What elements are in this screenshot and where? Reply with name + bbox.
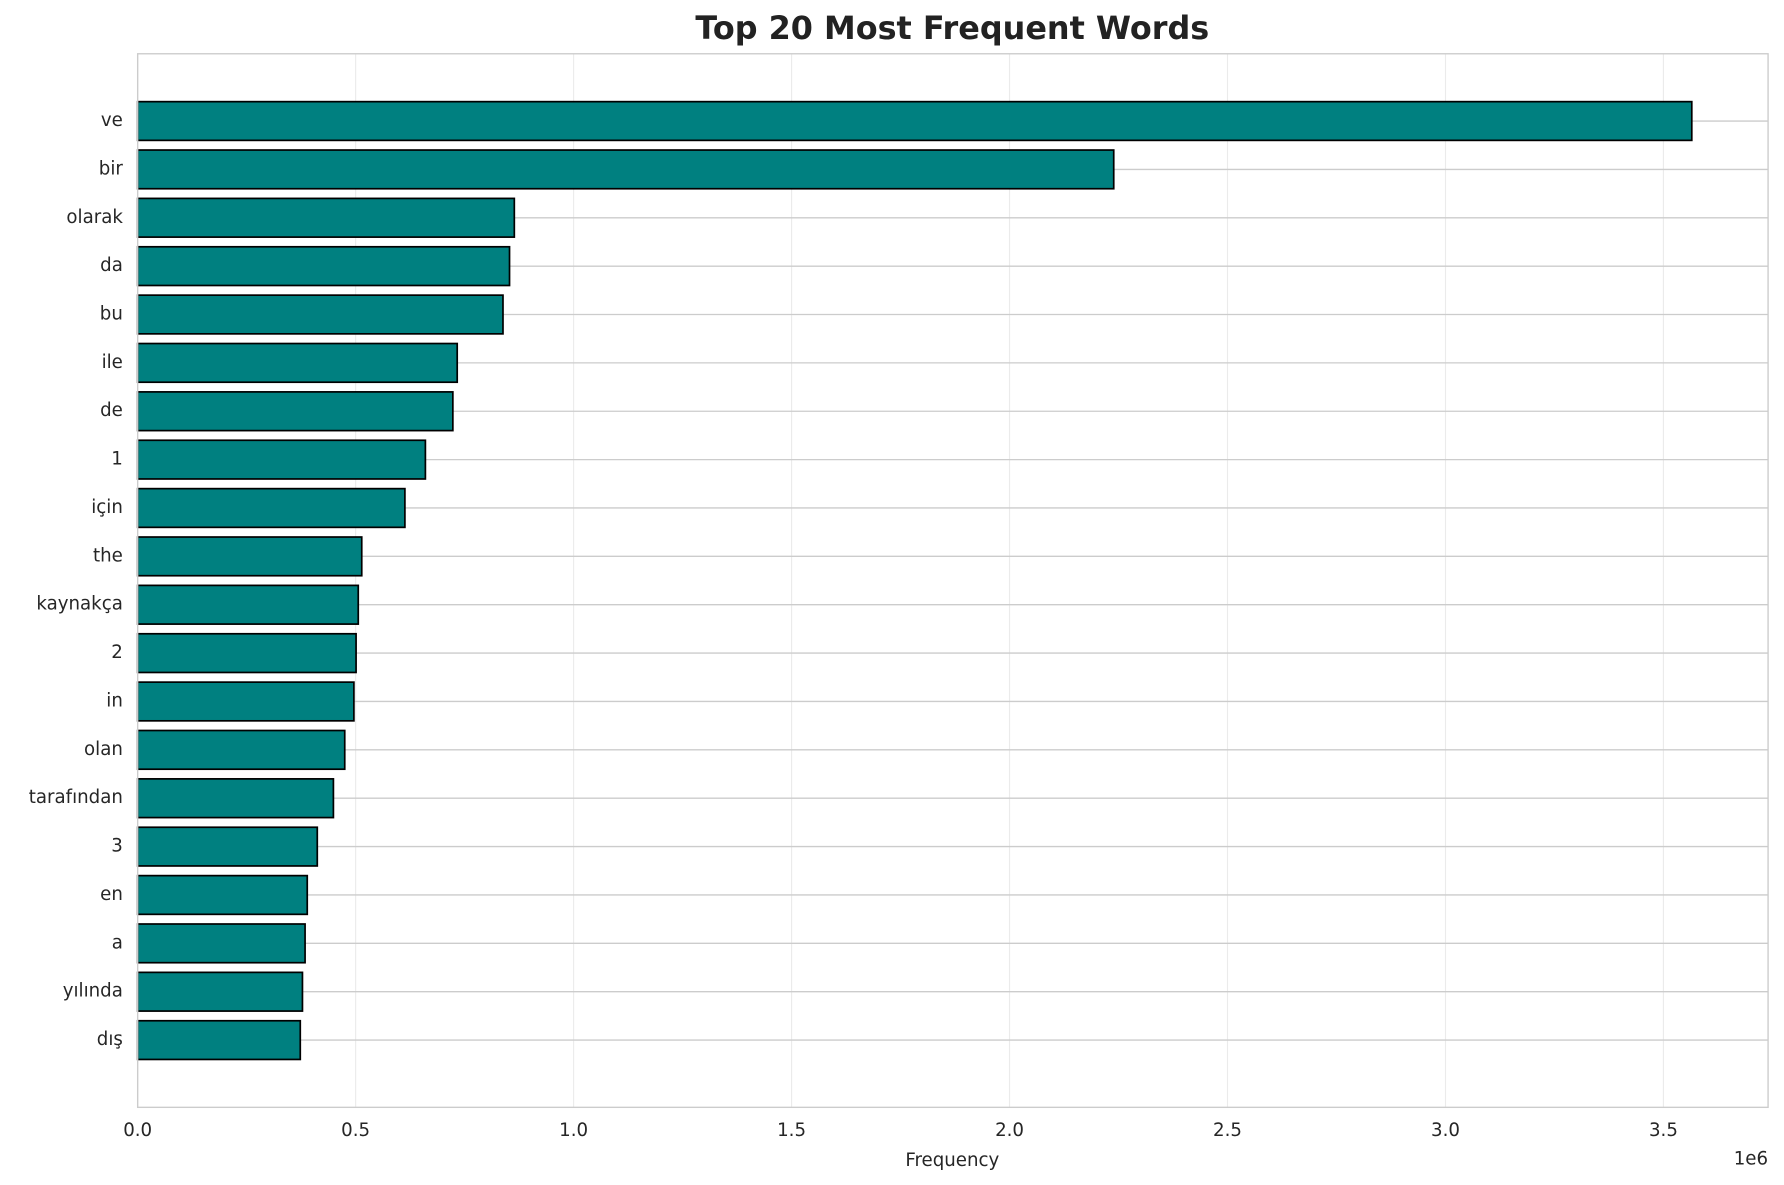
x-tick-label: 1.5 bbox=[777, 1120, 806, 1141]
y-tick-label: için bbox=[91, 497, 123, 518]
bars bbox=[136, 100, 1693, 1061]
bar bbox=[136, 923, 306, 964]
bar bbox=[136, 342, 459, 384]
x-tick-label: 1.0 bbox=[559, 1120, 588, 1141]
bar bbox=[136, 439, 427, 480]
bar bbox=[136, 874, 309, 916]
x-tick-label: 2.0 bbox=[995, 1120, 1024, 1141]
y-tick-label: de bbox=[100, 400, 123, 421]
bar bbox=[136, 245, 511, 287]
x-tick-label: 3.0 bbox=[1431, 1120, 1460, 1141]
y-tick-label: a bbox=[112, 932, 123, 953]
y-tick-label: kaynakça bbox=[36, 594, 122, 615]
y-tick-label: dış bbox=[97, 1029, 123, 1050]
x-tick-label: 0.5 bbox=[341, 1120, 370, 1141]
y-tick-label: 3 bbox=[111, 836, 123, 857]
bar bbox=[136, 100, 1693, 142]
y-tick-label: olarak bbox=[66, 207, 123, 228]
y-tick-label: in bbox=[106, 690, 123, 711]
bar bbox=[136, 1019, 302, 1061]
bar bbox=[136, 971, 304, 1012]
bar bbox=[136, 149, 1115, 190]
y-tick-label: bu bbox=[100, 304, 123, 325]
x-axis-label: Frequency bbox=[905, 1150, 999, 1171]
y-tick-label: 1 bbox=[111, 449, 123, 470]
bar bbox=[136, 826, 319, 867]
bar bbox=[136, 294, 504, 335]
bar bbox=[136, 632, 357, 674]
x-tick-label: 0.0 bbox=[123, 1120, 152, 1141]
y-tick-label: en bbox=[100, 884, 123, 905]
plot-frame bbox=[136, 53, 1769, 1109]
y-tick-label: ve bbox=[101, 110, 123, 131]
y-tick-label: da bbox=[100, 255, 123, 276]
bar bbox=[136, 487, 406, 529]
y-tick-label: yılında bbox=[63, 981, 123, 1002]
y-tick-label: the bbox=[93, 545, 123, 566]
bar bbox=[136, 729, 346, 771]
bar bbox=[136, 391, 454, 432]
bar bbox=[136, 778, 335, 819]
x-tick-label: 3.5 bbox=[1649, 1120, 1678, 1141]
y-tick-label: ile bbox=[102, 352, 123, 373]
bar bbox=[136, 584, 360, 625]
bar bbox=[136, 197, 516, 238]
bar bbox=[136, 681, 355, 722]
chart-title: Top 20 Most Frequent Words bbox=[695, 9, 1209, 47]
bar bbox=[136, 536, 363, 577]
y-tick-label: 2 bbox=[111, 642, 123, 663]
x-offset-label: 1e6 bbox=[1734, 1149, 1768, 1170]
y-tick-label: bir bbox=[99, 158, 124, 179]
x-tick-label: 2.5 bbox=[1213, 1120, 1242, 1141]
y-tick-label: tarafından bbox=[29, 787, 123, 808]
y-tick-label: olan bbox=[84, 739, 123, 760]
